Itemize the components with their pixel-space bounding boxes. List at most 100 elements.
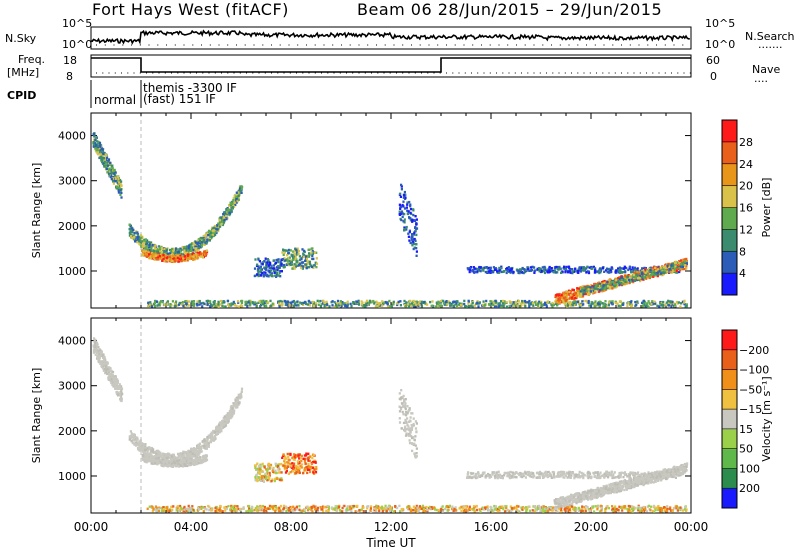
- echo-point: [593, 290, 596, 293]
- echo-point: [249, 301, 252, 304]
- velocity-colorbar-label: −15: [739, 403, 762, 416]
- echo-point: [448, 301, 451, 305]
- echo-point: [174, 255, 177, 258]
- echo-point: [407, 235, 410, 238]
- echo-point: [106, 161, 109, 164]
- echo-point: [130, 439, 133, 443]
- echo-point: [107, 158, 111, 161]
- echo-point: [212, 429, 215, 433]
- echo-point: [203, 441, 206, 444]
- echo-point: [216, 428, 219, 431]
- echo-point: [240, 390, 243, 393]
- echo-point: [530, 269, 533, 272]
- echo-point: [111, 374, 114, 377]
- echo-point: [203, 302, 206, 306]
- velocity-colorbar-segment: [722, 369, 737, 390]
- echo-point: [196, 300, 199, 303]
- echo-point: [550, 269, 553, 272]
- echo-point: [206, 436, 209, 439]
- echo-point: [280, 302, 284, 305]
- echo-point: [193, 247, 196, 250]
- echo-point: [286, 249, 289, 252]
- echo-point: [114, 387, 117, 390]
- echo-point: [129, 430, 132, 433]
- echo-point: [228, 211, 231, 215]
- echo-point: [109, 374, 112, 377]
- echo-point: [141, 449, 144, 453]
- echo-point: [164, 253, 167, 256]
- echo-point: [528, 302, 531, 306]
- echo-point: [230, 210, 233, 214]
- echo-point: [666, 270, 669, 273]
- echo-point: [658, 305, 661, 308]
- echo-point: [420, 300, 423, 303]
- echo-point: [144, 445, 147, 448]
- echo-point: [305, 255, 308, 258]
- velocity-ytick-label: 3000: [58, 380, 86, 393]
- echo-point: [120, 184, 123, 187]
- echo-point: [169, 257, 173, 260]
- echo-point: [552, 270, 555, 274]
- echo-point: [245, 300, 249, 304]
- echo-point: [93, 135, 96, 138]
- echo-point: [174, 259, 177, 262]
- echo-point: [232, 402, 235, 405]
- echo-point: [205, 299, 208, 303]
- echo-point: [180, 259, 183, 262]
- echo-point: [286, 300, 290, 303]
- echo-point: [135, 439, 138, 442]
- power-colorbar-segment: [722, 120, 737, 143]
- echo-point: [205, 444, 208, 447]
- echo-point: [133, 433, 136, 436]
- echo-point: [671, 303, 674, 306]
- echo-point: [463, 302, 466, 306]
- echo-point: [270, 264, 273, 267]
- echo-point: [630, 279, 634, 282]
- echo-point: [458, 302, 461, 305]
- echo-point: [216, 228, 219, 231]
- echo-point: [622, 267, 625, 270]
- echo-point: [131, 435, 135, 438]
- echo-point: [585, 299, 588, 303]
- echo-point: [171, 247, 174, 251]
- echo-point: [277, 274, 280, 277]
- echo-point: [517, 271, 520, 274]
- echo-point: [177, 260, 180, 263]
- echo-point: [196, 254, 199, 257]
- echo-point: [587, 271, 591, 275]
- echo-point: [605, 288, 608, 291]
- echo-point: [307, 299, 310, 303]
- echo-point: [195, 241, 198, 244]
- echo-point: [608, 301, 611, 304]
- echo-point: [585, 271, 588, 274]
- echo-point: [683, 299, 686, 303]
- echo-point: [221, 223, 224, 227]
- echo-point: [510, 301, 513, 304]
- echo-point: [168, 452, 171, 456]
- echo-point: [585, 288, 588, 291]
- echo-point: [551, 301, 554, 305]
- echo-point: [598, 284, 602, 288]
- echo-point: [181, 301, 184, 304]
- echo-point: [414, 226, 417, 230]
- echo-point: [277, 300, 280, 303]
- echo-point: [611, 267, 614, 270]
- echo-point: [119, 193, 122, 196]
- echo-point: [193, 258, 196, 261]
- power-panel-frame: [90, 112, 692, 309]
- echo-point: [223, 422, 226, 425]
- echo-point: [350, 304, 353, 308]
- echo-point: [196, 454, 199, 457]
- echo-point: [555, 294, 558, 297]
- echo-point: [212, 303, 216, 307]
- echo-point: [643, 273, 646, 277]
- echo-point: [575, 293, 578, 296]
- echo-point: [169, 458, 172, 461]
- echo-point: [593, 271, 596, 274]
- echo-point: [662, 266, 665, 269]
- echo-point: [199, 445, 202, 448]
- echo-point: [273, 271, 276, 274]
- echo-point: [582, 269, 586, 272]
- echo-point: [667, 265, 671, 269]
- echo-point: [117, 178, 120, 181]
